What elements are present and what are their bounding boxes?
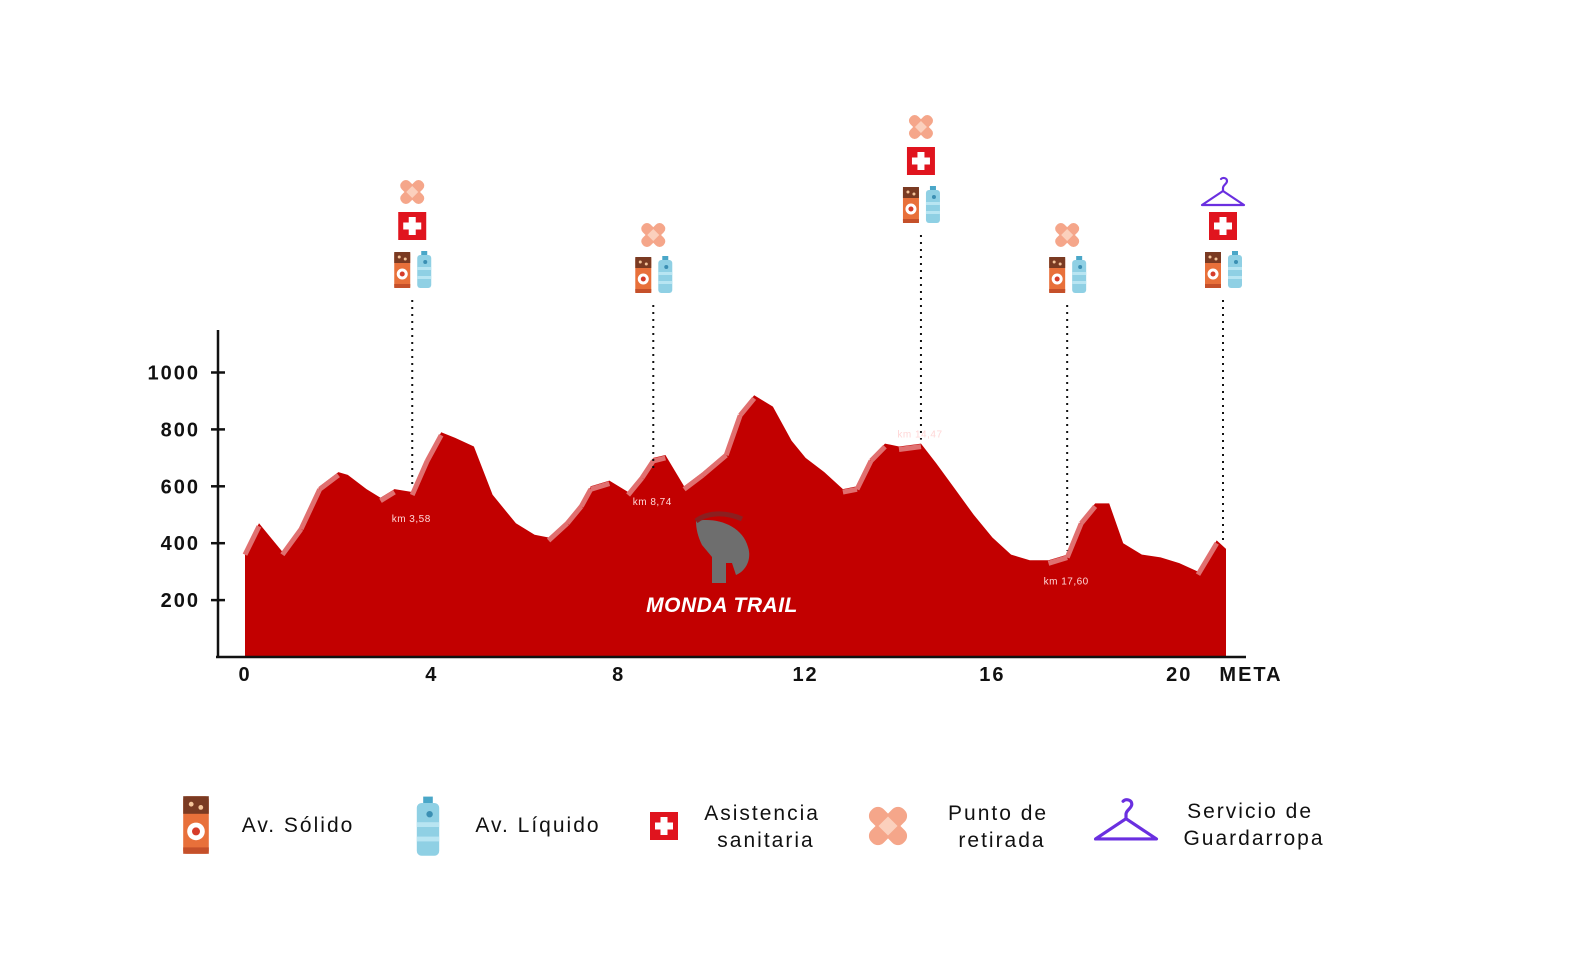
water-bottle-icon — [925, 186, 940, 223]
energy-bar-icon — [902, 187, 919, 223]
energy-bar-icon — [183, 796, 209, 854]
legend-label-solid: Av. Sólido — [242, 814, 355, 837]
y-tick-label: 200 — [161, 590, 200, 612]
energy-bar-icon — [1205, 252, 1221, 288]
hanger-icon — [1200, 176, 1246, 207]
y-tick-label: 400 — [161, 533, 200, 555]
medical-cross-icon — [906, 147, 935, 175]
medical-cross-icon — [398, 212, 427, 240]
medical-cross-icon — [650, 812, 678, 840]
legend-label-medical: Asistencia sanitaria — [704, 802, 828, 852]
elevation-area — [245, 395, 1226, 657]
legend-item-solid: Av. Sólido — [183, 796, 355, 854]
km-label: km 8,74 — [633, 497, 672, 508]
x-tick-label: 20 — [1166, 664, 1192, 686]
water-bottle-icon — [658, 256, 673, 293]
aid-station-marker — [1200, 176, 1246, 545]
legend-label-withdrawal: Punto de retirada — [948, 802, 1056, 852]
km-label: km 17,60 — [1044, 577, 1089, 588]
legend-item-withdrawal: Punto de retirada — [865, 802, 1056, 852]
logo-text: MONDA TRAIL — [646, 594, 798, 617]
bandage-icon — [639, 220, 668, 250]
medical-cross-icon — [1209, 212, 1237, 240]
legend-item-medical: Asistencia sanitaria — [650, 802, 828, 852]
x-axis-ticks: 0 4 8 12 16 20 META — [238, 664, 1282, 686]
km-label: km 14,47 — [897, 430, 942, 441]
y-axis-ticks: 200 400 600 800 1000 — [148, 363, 225, 612]
x-tick-label: 4 — [425, 664, 438, 686]
spartan-helmet-icon — [694, 511, 750, 583]
aid-station-marker: km 17,60 — [1044, 220, 1089, 588]
monda-trail-logo: MONDA TRAIL — [646, 511, 798, 617]
water-bottle-icon — [1072, 256, 1087, 293]
y-tick-label: 1000 — [148, 363, 201, 385]
energy-bar-icon — [1049, 257, 1066, 293]
y-tick-label: 800 — [161, 419, 200, 441]
x-tick-label: 16 — [979, 664, 1005, 686]
km-label: km 3,58 — [392, 514, 431, 525]
aid-station-marker: km 14,47 — [897, 112, 942, 441]
aid-station-annotations: km 3,58 km 8,74 km 14,47 km 17,60 — [392, 112, 1246, 588]
aid-station-marker: km 8,74 — [633, 220, 673, 508]
elevation-slope-highlight — [242, 396, 1219, 576]
hanger-icon — [1093, 798, 1159, 841]
x-tick-label: 12 — [792, 664, 818, 686]
aid-station-marker: km 3,58 — [392, 177, 432, 525]
water-bottle-icon — [416, 796, 440, 856]
bandage-icon — [865, 803, 911, 849]
y-tick-label: 600 — [161, 476, 200, 498]
legend-label-liquid: Av. Líquido — [475, 814, 600, 837]
x-tick-label-finish: META — [1219, 664, 1282, 686]
legend-item-liquid: Av. Líquido — [416, 796, 600, 856]
water-bottle-icon — [417, 251, 432, 288]
bandage-icon — [906, 112, 936, 142]
x-tick-label: 8 — [612, 664, 625, 686]
energy-bar-icon — [635, 257, 652, 293]
bandage-icon — [398, 177, 427, 207]
legend-label-wardrobe: Servicio de Guardarropa — [1183, 800, 1324, 850]
energy-bar-icon — [394, 252, 411, 288]
legend-item-wardrobe: Servicio de Guardarropa — [1093, 798, 1324, 850]
water-bottle-icon — [1228, 251, 1242, 288]
legend: Av. Sólido Av. Líquido Asistencia sanita… — [183, 796, 1324, 856]
x-tick-label: 0 — [238, 664, 251, 686]
bandage-icon — [1053, 220, 1082, 250]
